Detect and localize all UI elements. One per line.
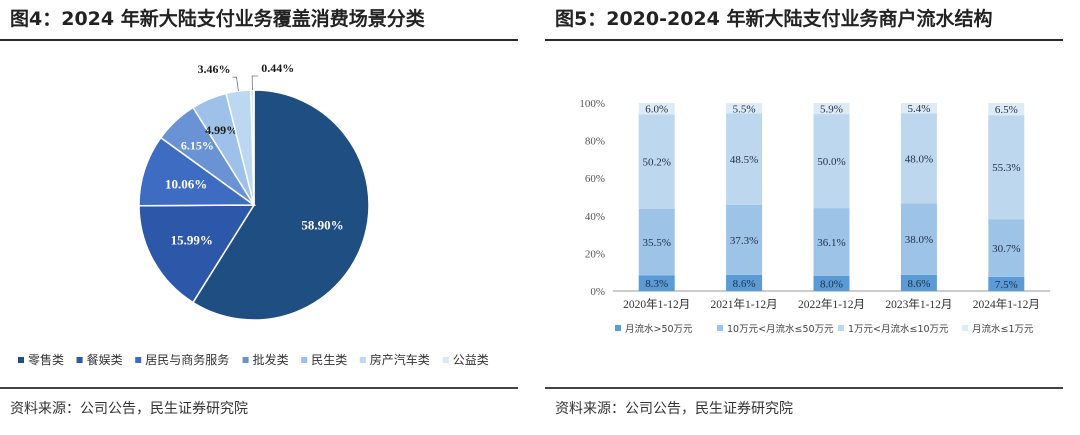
- bar-segment: [813, 208, 850, 276]
- pie-slice: [250, 89, 255, 206]
- pie-label: 15.99%: [171, 233, 213, 248]
- right-source-note: 资料来源：公司公告，民生证券研究院: [555, 401, 793, 417]
- bar-segment: [813, 276, 850, 291]
- legend-swatch: [135, 357, 142, 363]
- pie-leader-line: [232, 76, 239, 92]
- x-tick-label: 2024年1-12月: [973, 297, 1040, 311]
- pie-slice: [138, 204, 256, 304]
- legend-label: 1万元<月流水≤10万元: [848, 323, 949, 335]
- legend-swatch: [18, 357, 24, 363]
- y-tick-label: 60%: [585, 173, 605, 185]
- legend-label: 公益类: [453, 353, 489, 367]
- bar-data-label: 38.0%: [905, 234, 933, 246]
- bar-segment: [900, 103, 937, 114]
- bar-segment: [900, 113, 937, 204]
- stacked-bar-chart: 0% 20% 40% 60% 80% 100% 8.3% 35.5% 50.2% 6.0% 2020…: [579, 98, 1050, 335]
- right-title-rule: [545, 39, 1063, 41]
- y-tick-label: 40%: [585, 211, 605, 223]
- pie-label: 4.99%: [205, 123, 238, 137]
- bar-data-label: 30.7%: [992, 243, 1020, 255]
- y-tick-label: 20%: [585, 248, 605, 260]
- bar-data-label: 8.6%: [733, 278, 756, 290]
- pie-leader-line: [251, 75, 259, 91]
- bar-data-label: 7.5%: [995, 279, 1018, 291]
- bar-segment: [988, 276, 1025, 291]
- bar-segment: [726, 103, 763, 114]
- legend-swatch: [76, 357, 83, 363]
- legend-swatch: [615, 325, 621, 331]
- pie-label: 3.46%: [198, 62, 231, 76]
- legend-label: 餐娱类: [87, 352, 123, 367]
- bar-data-label: 55.3%: [992, 162, 1020, 174]
- bar-data-label: 48.5%: [730, 154, 758, 166]
- pie-chart: 58.90% 15.99% 10.06% 6.15% 4.99% 3.46% 0.44% 零售…: [18, 61, 489, 367]
- right-chart-panel: 图5：2020-2024 年新大陆支付业务商户流水结构 0% 20% 40% 60% 8…: [545, 0, 1063, 435]
- bar-segment: [988, 115, 1025, 220]
- bar-data-label: 35.5%: [642, 237, 670, 249]
- bar-data-label: 6.0%: [645, 104, 668, 116]
- legend-label: 10万元<月流水≤50万元: [727, 323, 834, 335]
- x-tick-label: 2023年1-12月: [885, 297, 952, 311]
- legend-swatch: [242, 357, 249, 363]
- y-tick-label: 0%: [590, 286, 605, 298]
- pie-label: 6.15%: [181, 139, 214, 153]
- bar-segment: [638, 208, 675, 276]
- right-source-rule: [545, 387, 1063, 389]
- legend-swatch: [962, 325, 968, 331]
- pie-label: 10.06%: [165, 176, 207, 191]
- left-chart-title: 图4：2024 年新大陆支付业务覆盖消费场景分类: [10, 8, 425, 30]
- y-tick-label: 100%: [579, 98, 605, 110]
- legend-label: 民生类: [311, 353, 347, 367]
- bar-segment: [638, 114, 675, 209]
- pie-slice: [138, 136, 257, 207]
- bar-data-label: 5.9%: [820, 104, 843, 116]
- pie-slice: [191, 89, 370, 321]
- bar-segment: [726, 274, 763, 291]
- left-chart-panel: 图4：2024 年新大陆支付业务覆盖消费场景分类 58.90% 15.99% 10.…: [0, 0, 518, 435]
- right-chart-title: 图5：2020-2024 年新大陆支付业务商户流水结构: [555, 8, 993, 30]
- bar-segment: [638, 103, 675, 115]
- legend-swatch: [301, 357, 308, 363]
- bar-segment: [988, 219, 1025, 277]
- x-tick-label: 2021年1-12月: [711, 297, 778, 311]
- bar-data-label: 50.2%: [642, 157, 670, 169]
- bar-data-label: 5.4%: [907, 103, 930, 115]
- legend-label: 居民与商务服务: [145, 352, 229, 367]
- legend-swatch: [717, 325, 723, 331]
- bar-data-label: 36.1%: [817, 237, 845, 249]
- bar-data-label: 48.0%: [905, 153, 933, 165]
- bar-data-label: 50.0%: [817, 156, 845, 168]
- left-title-rule: [0, 39, 518, 41]
- bar-data-label: 6.5%: [995, 104, 1018, 116]
- bar-segment: [813, 103, 850, 115]
- bar-segment: [900, 274, 937, 291]
- legend-swatch: [359, 357, 366, 363]
- bar-segment: [726, 204, 763, 275]
- pie-label: 58.90%: [301, 218, 343, 233]
- bar-data-label: 8.0%: [820, 279, 843, 291]
- x-tick-label: 2022年1-12月: [798, 297, 865, 311]
- bar-data-label: 8.6%: [907, 278, 930, 290]
- legend-label: 月流水>50万元: [625, 323, 693, 335]
- bar-segment: [726, 113, 763, 205]
- bar-segment: [988, 103, 1025, 116]
- bar-data-label: 37.3%: [730, 235, 758, 247]
- legend-swatch: [838, 325, 844, 331]
- bar-segment: [900, 203, 937, 275]
- bar-data-label: 5.5%: [733, 103, 756, 115]
- legend-swatch: [442, 357, 449, 363]
- left-source-note: 资料来源：公司公告，民生证券研究院: [10, 401, 248, 417]
- bar-segment: [638, 275, 675, 291]
- legend-label: 零售类: [28, 352, 64, 367]
- legend-label: 月流水≤1万元: [972, 323, 1034, 335]
- legend-label: 批发类: [253, 352, 289, 367]
- legend-label: 房产汽车类: [370, 352, 430, 367]
- left-source-rule: [0, 387, 518, 389]
- bar-segment: [813, 114, 850, 209]
- y-tick-label: 80%: [585, 136, 605, 148]
- pie-label: 0.44%: [261, 61, 294, 75]
- x-tick-label: 2020年1-12月: [623, 297, 690, 311]
- bar-data-label: 8.3%: [645, 278, 668, 290]
